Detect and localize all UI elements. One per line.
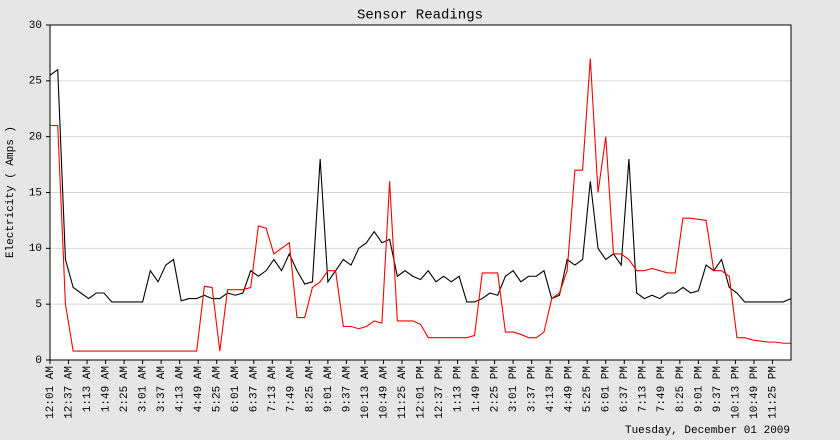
- y-axis-label: Electricity ( Amps ): [5, 126, 17, 258]
- x-tick-label: 4:13 AM: [175, 366, 187, 412]
- x-tick-label: 4:49 PM: [564, 366, 576, 412]
- x-tick-label: 11:25 PM: [767, 366, 779, 419]
- x-tick-label: 9:01 AM: [323, 366, 335, 412]
- x-tick-label: 10:13 PM: [730, 366, 742, 419]
- x-tick-label: 3:37 PM: [527, 366, 539, 412]
- x-tick-label: 1:49 PM: [471, 366, 483, 412]
- x-tick-label: 1:49 AM: [100, 366, 112, 412]
- x-tick-label: 12:01 AM: [45, 366, 57, 419]
- x-tick-label: 6:37 PM: [619, 366, 631, 412]
- chart-title: Sensor Readings: [357, 8, 483, 24]
- series-line: [50, 58, 791, 352]
- y-tick-label: 0: [35, 355, 42, 367]
- x-tick-label: 9:01 PM: [693, 366, 705, 412]
- x-tick-label: 6:01 PM: [601, 366, 613, 412]
- x-tick-label: 6:37 AM: [249, 366, 261, 412]
- footer-date: Tuesday, December 01 2009: [625, 425, 790, 437]
- x-tick-label: 1:13 PM: [452, 366, 464, 412]
- x-tick-label: 12:01 PM: [415, 366, 427, 419]
- x-tick-label: 3:01 AM: [138, 366, 150, 412]
- x-tick-label: 7:49 PM: [656, 366, 668, 412]
- x-tick-label: 7:13 AM: [267, 366, 279, 412]
- y-tick-label: 20: [29, 132, 42, 144]
- x-tick-label: 8:25 PM: [675, 366, 687, 412]
- x-tick-label: 3:01 PM: [508, 366, 520, 412]
- x-tick-label: 10:13 AM: [360, 366, 372, 419]
- y-tick-label: 15: [29, 187, 42, 199]
- x-tick-label: 4:13 PM: [545, 366, 557, 412]
- x-tick-label: 1:13 AM: [82, 366, 94, 412]
- x-tick-label: 9:37 AM: [341, 366, 353, 412]
- x-tick-label: 3:37 AM: [156, 366, 168, 412]
- x-tick-label: 4:49 AM: [193, 366, 205, 412]
- x-tick-label: 10:49 PM: [749, 366, 761, 419]
- x-tick-label: 12:37 PM: [434, 366, 446, 419]
- x-tick-label: 11:25 AM: [397, 366, 409, 419]
- y-tick-label: 25: [29, 76, 42, 88]
- x-tick-label: 5:25 AM: [212, 366, 224, 412]
- y-tick-label: 10: [29, 243, 42, 255]
- plot-border: [49, 24, 792, 361]
- x-tick-label: 10:49 AM: [378, 366, 390, 419]
- x-tick-label: 2:25 AM: [119, 366, 131, 412]
- x-tick-label: 7:13 PM: [638, 366, 650, 412]
- x-tick-label: 5:25 PM: [582, 366, 594, 412]
- series-line: [49, 68, 792, 303]
- x-tick-label: 8:25 AM: [304, 366, 316, 412]
- y-tick-label: 5: [35, 299, 42, 311]
- x-tick-label: 7:49 AM: [286, 366, 298, 412]
- x-tick-label: 6:01 AM: [230, 366, 242, 412]
- y-tick-label: 30: [29, 20, 42, 32]
- x-tick-label: 2:25 PM: [490, 366, 502, 412]
- x-tick-label: 9:37 PM: [712, 366, 724, 412]
- x-tick-label: 12:37 AM: [63, 366, 75, 419]
